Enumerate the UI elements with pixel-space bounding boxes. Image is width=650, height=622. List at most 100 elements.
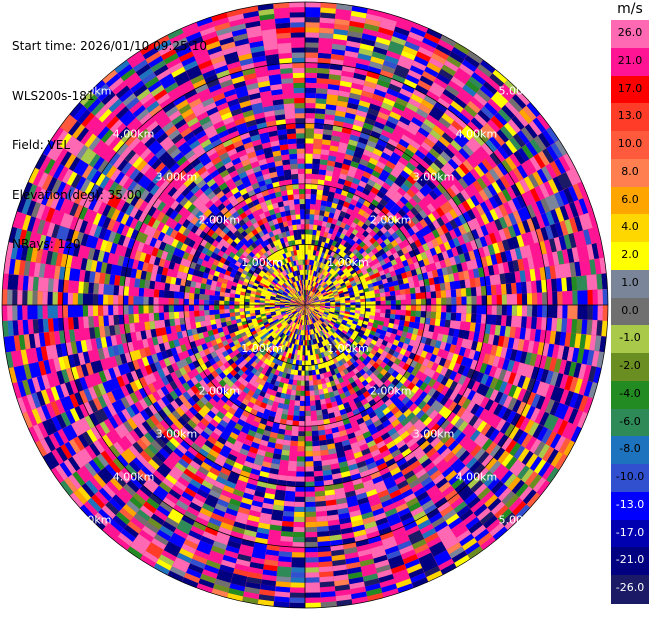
ppi-ray-gates bbox=[283, 98, 294, 104]
ppi-ray-gates bbox=[200, 289, 206, 295]
ppi-ray-gates bbox=[299, 199, 305, 204]
colorbar-tick-label: 4.0 bbox=[611, 221, 649, 233]
ppi-ray-gates bbox=[435, 284, 441, 292]
ppi-ray-gates bbox=[154, 313, 160, 321]
ppi-ray-gates bbox=[292, 63, 305, 68]
ppi-ray-gates bbox=[316, 88, 327, 94]
ppi-ray-gates bbox=[83, 282, 89, 294]
ppi-ray-gates bbox=[375, 293, 381, 297]
colorbar-tick-label: 10.0 bbox=[611, 138, 649, 150]
range-ring-label: 1.00km bbox=[327, 342, 369, 355]
colorbar-tick-label: -4.0 bbox=[611, 388, 649, 400]
field-text: Field: VEL bbox=[12, 137, 207, 154]
scan-info-panel: Start time: 2026/01/10 09:25:10 WLS200s-… bbox=[12, 5, 207, 269]
ppi-ray-gates bbox=[277, 566, 292, 577]
ppi-ray-gates bbox=[219, 305, 224, 309]
range-ring-label: 5.00km bbox=[499, 85, 541, 98]
ppi-ray-gates bbox=[154, 289, 160, 297]
colorbar-tick-label: 2.0 bbox=[611, 249, 649, 261]
ppi-ray-gates bbox=[164, 305, 169, 312]
ppi-ray-gates bbox=[527, 305, 532, 317]
range-ring-label: 3.00km bbox=[413, 170, 455, 183]
ppi-ray-gates bbox=[134, 314, 140, 323]
instrument-text: WLS200s-181 bbox=[12, 88, 207, 105]
ppi-ray-gates bbox=[390, 310, 395, 315]
range-ring-label: 1.00km bbox=[241, 342, 283, 355]
ppi-ray-gates bbox=[78, 293, 83, 305]
ppi-ray-gates bbox=[410, 288, 416, 294]
range-ring-label: 2.00km bbox=[370, 385, 412, 398]
ppi-ray-gates bbox=[298, 436, 305, 441]
colorbar-tick-label: 8.0 bbox=[611, 166, 649, 178]
ppi-ray-gates bbox=[88, 316, 94, 327]
range-ring-label: 4.00km bbox=[456, 470, 498, 483]
ppi-ray-gates bbox=[63, 305, 68, 318]
range-ring-label: 5.00km bbox=[70, 513, 112, 526]
ppi-ray-gates bbox=[305, 88, 316, 93]
ppi-ray-gates bbox=[603, 305, 608, 321]
ppi-ray-gates bbox=[169, 312, 175, 319]
ppi-ray-gates bbox=[300, 406, 306, 411]
ppi-ray-gates bbox=[293, 537, 305, 542]
ppi-ray-gates bbox=[355, 305, 360, 308]
colorbar-tick-label: -26.0 bbox=[611, 582, 649, 594]
colorbar-tick-label: -6.0 bbox=[611, 416, 649, 428]
ppi-ray-gates bbox=[294, 103, 304, 108]
ppi-ray-gates bbox=[416, 292, 427, 299]
colorbar-tick-label: -13.0 bbox=[611, 499, 649, 511]
range-ring-label: 1.00km bbox=[327, 256, 369, 269]
colorbar-tick-label: 26.0 bbox=[611, 27, 649, 39]
colorbar-tick-label: -17.0 bbox=[611, 527, 649, 539]
ppi-ray-gates bbox=[315, 491, 325, 497]
ppi-ray-gates bbox=[245, 299, 250, 302]
colorbar-tick-label: 6.0 bbox=[611, 194, 649, 206]
ppi-ray-gates bbox=[292, 53, 305, 58]
nrays-text: NRays: 120 bbox=[12, 236, 207, 253]
colorbar-tick-label: -30.0 bbox=[611, 610, 649, 622]
ppi-ray-gates bbox=[184, 311, 190, 318]
colorbar-unit-label: m/s bbox=[610, 0, 650, 18]
ppi-ray-gates bbox=[305, 441, 312, 446]
colorbar-tick-label: 1.0 bbox=[611, 277, 649, 289]
range-ring-label: 4.00km bbox=[456, 128, 498, 141]
ppi-ray-gates bbox=[310, 214, 315, 219]
ppi-ray-gates bbox=[406, 310, 411, 316]
colorbar-tick-label: -8.0 bbox=[611, 443, 649, 455]
ppi-ray-gates bbox=[416, 311, 422, 317]
ppi-ray-gates bbox=[456, 297, 461, 305]
ppi-ray-gates bbox=[219, 309, 224, 314]
ppi-ray-gates bbox=[224, 301, 229, 305]
ppi-ray-gates bbox=[305, 224, 309, 229]
ppi-ray-gates bbox=[445, 320, 451, 328]
ppi-ray-gates bbox=[305, 517, 316, 522]
colorbar-tick-label: -10.0 bbox=[611, 471, 649, 483]
ppi-ray-gates bbox=[297, 461, 305, 466]
ppi-ray-gates bbox=[103, 284, 114, 295]
ppi-ray-gates bbox=[411, 305, 416, 311]
ppi-ray-gates bbox=[561, 319, 567, 333]
ppi-ray-gates bbox=[290, 210, 295, 216]
ppi-ray-gates bbox=[204, 310, 210, 316]
ppi-ray-gates bbox=[169, 305, 174, 312]
colorbar-tick-label: -1.0 bbox=[611, 332, 649, 344]
range-ring-label: 3.00km bbox=[413, 428, 455, 441]
ppi-ray-gates bbox=[587, 305, 593, 320]
ppi-ray-gates bbox=[294, 411, 300, 416]
colorbar-tick-label: -21.0 bbox=[611, 554, 649, 566]
ppi-ray-gates bbox=[308, 365, 312, 370]
colorbar-tick-label: -2.0 bbox=[611, 360, 649, 372]
range-ring-label: 5.00km bbox=[499, 513, 541, 526]
ppi-ray-gates bbox=[98, 305, 103, 316]
ppi-ray-gates bbox=[284, 399, 290, 405]
ppi-ray-gates bbox=[396, 300, 401, 305]
range-ring-label: 1.00km bbox=[241, 256, 283, 269]
ppi-ray-gates bbox=[292, 225, 297, 231]
range-ring-label: 2.00km bbox=[199, 385, 241, 398]
ppi-ray-gates bbox=[229, 297, 234, 301]
ppi-ray-gates bbox=[305, 497, 315, 502]
ppi-ray-gates bbox=[497, 305, 502, 315]
range-ring-label: 4.00km bbox=[113, 470, 155, 483]
ppi-ray-gates bbox=[224, 297, 229, 301]
